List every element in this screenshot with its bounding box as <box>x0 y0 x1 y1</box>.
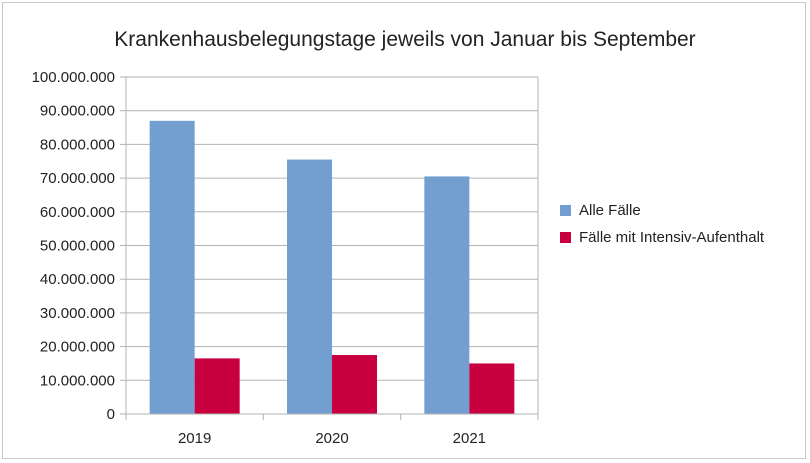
legend-label: Alle Fälle <box>579 202 641 219</box>
y-tick-label: 60.000.000 <box>40 204 115 221</box>
bar-2019-series-1 <box>149 120 195 414</box>
x-tick-label: 2021 <box>453 430 486 447</box>
x-axis-tick-labels: 2019 2020 2021 <box>178 430 486 447</box>
legend-swatch <box>560 232 571 243</box>
y-tick-label: 30.000.000 <box>40 305 115 322</box>
chart-frame <box>2 2 806 459</box>
axes <box>120 76 539 420</box>
y-tick-label: 0 <box>107 406 115 423</box>
bars <box>149 120 515 414</box>
legend-swatch <box>560 205 571 216</box>
legend-label: Fälle mit Intensiv-Aufenthalt <box>579 229 765 246</box>
y-tick-label: 50.000.000 <box>40 238 115 255</box>
y-tick-label: 40.000.000 <box>40 271 115 288</box>
bar-2021-series-2 <box>469 363 515 414</box>
bar-2021-series-1 <box>424 176 470 414</box>
y-tick-label: 10.000.000 <box>40 372 115 389</box>
y-tick-label: 80.000.000 <box>40 136 115 153</box>
legend: Alle Fälle Fälle mit Intensiv-Aufenthalt <box>560 202 765 246</box>
y-tick-label: 100.000.000 <box>32 69 115 86</box>
bar-2019-series-2 <box>194 358 240 414</box>
chart-title: Krankenhausbelegungstage jeweils von Jan… <box>114 28 695 51</box>
y-tick-label: 90.000.000 <box>40 103 115 120</box>
x-tick-label: 2020 <box>315 430 348 447</box>
x-tick-label: 2019 <box>178 430 211 447</box>
y-axis-tick-labels: 0 10.000.000 20.000.000 30.000.000 40.000.00… <box>32 69 115 423</box>
bar-2020-series-2 <box>332 355 377 414</box>
y-tick-label: 20.000.000 <box>40 339 115 356</box>
bar-2020-series-1 <box>287 159 332 414</box>
y-tick-label: 70.000.000 <box>40 170 115 187</box>
